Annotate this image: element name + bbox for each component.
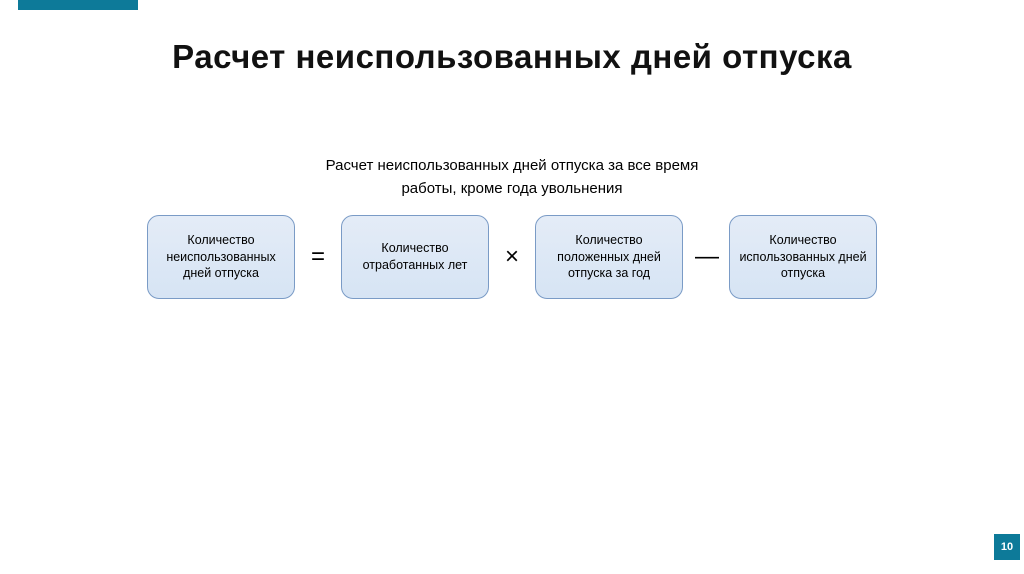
operator-equals: = [307, 243, 329, 271]
page-title: Расчет неиспользованных дней отпуска [0, 38, 1024, 76]
subtitle-line1: Расчет неиспользованных дней отпуска за … [326, 157, 699, 174]
formula-row: Количество неиспользованных дней отпуска… [0, 215, 1024, 299]
subtitle-line2: работы, кроме года увольнения [401, 180, 622, 197]
top-accent-bar [18, 0, 138, 10]
formula-box-result: Количество неиспользованных дней отпуска [147, 215, 295, 299]
formula-box-years: Количество отработанных лет [341, 215, 489, 299]
page-number-badge: 10 [994, 534, 1020, 560]
operator-multiply: × [501, 243, 523, 271]
formula-box-allotted: Количество положенных дней отпуска за го… [535, 215, 683, 299]
formula-box-used: Количество использованных дней отпуска [729, 215, 877, 299]
operator-minus: — [695, 243, 717, 271]
subtitle: Расчет неиспользованных дней отпуска за … [0, 155, 1024, 200]
